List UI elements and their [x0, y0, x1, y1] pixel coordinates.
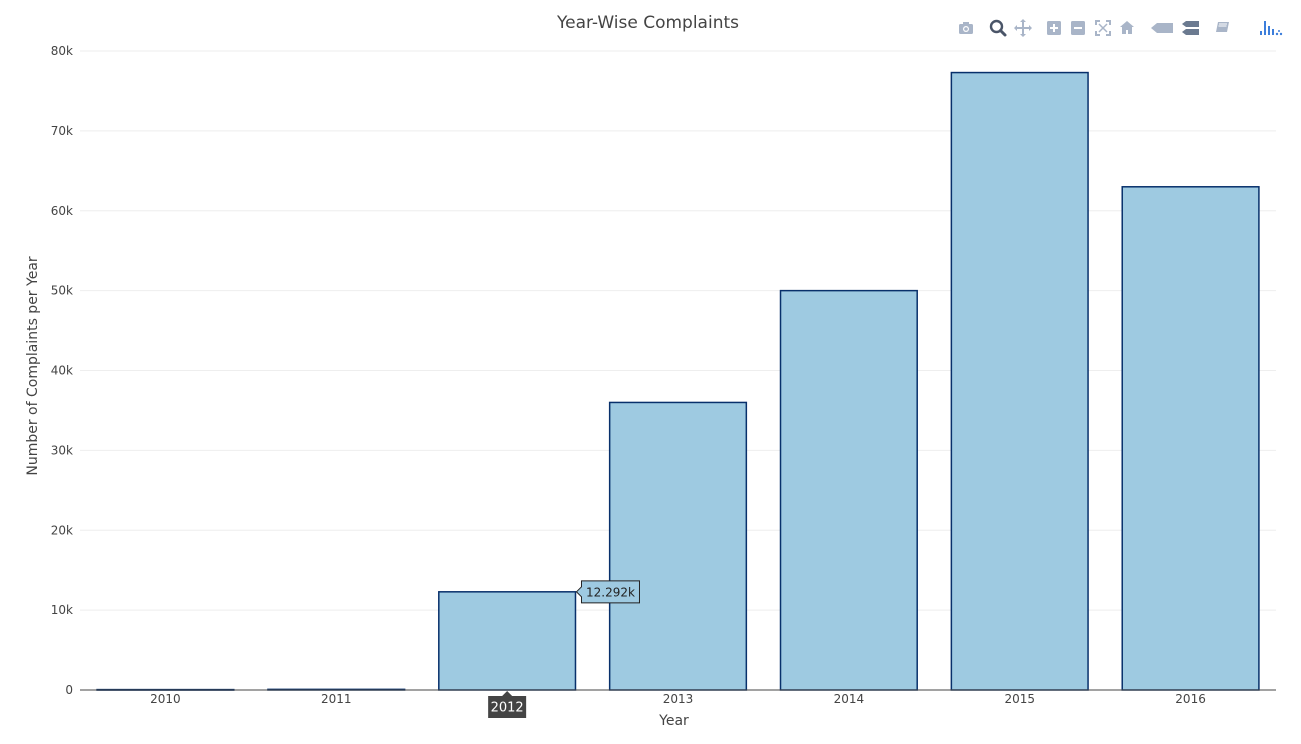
- bar-2012[interactable]: [438, 591, 577, 691]
- y-tick-label: 60k: [51, 204, 73, 218]
- x-tick-label: 2011: [321, 692, 352, 706]
- y-tick-label: 0: [65, 683, 73, 697]
- bars[interactable]: [96, 71, 1260, 691]
- chart-title: Year-Wise Complaints: [556, 13, 739, 33]
- y-tick-label: 40k: [51, 364, 73, 378]
- hover-value-box: [575, 580, 640, 604]
- closest-hover-icon[interactable]: [1211, 16, 1235, 40]
- x-tick-label: 2014: [834, 692, 865, 706]
- plotly-logo[interactable]: [1256, 16, 1284, 40]
- x-tick-label: 2016: [1175, 692, 1206, 706]
- camera-icon[interactable]: [954, 16, 978, 40]
- zoom-in-icon[interactable]: [1042, 16, 1066, 40]
- autoscale-icon[interactable]: [1091, 16, 1115, 40]
- pan-icon[interactable]: [1011, 16, 1035, 40]
- bar-2016[interactable]: [1121, 186, 1260, 691]
- y-tick-label: 30k: [51, 443, 73, 457]
- y-axis-ticks: 0 10k 20k 30k 40k 50k 60k 70k 80k: [51, 44, 73, 697]
- bar-2014[interactable]: [779, 289, 918, 691]
- x-tick-label: 2013: [663, 692, 694, 706]
- zoom-out-icon[interactable]: [1066, 16, 1090, 40]
- reset-axes-icon[interactable]: [1115, 16, 1139, 40]
- zoom-icon[interactable]: [986, 16, 1010, 40]
- x-axis-title: Year: [658, 713, 689, 729]
- x-axis-ticks: 2010 2011 2013 2014 2015 2016: [150, 692, 1206, 706]
- spike-lines-icon[interactable]: [1149, 16, 1173, 40]
- y-tick-label: 50k: [51, 284, 73, 298]
- bar-2015[interactable]: [950, 71, 1089, 691]
- y-tick-label: 80k: [51, 44, 73, 58]
- hover-tooltip: 12.292k 2012: [488, 580, 640, 718]
- hover-x-label: 2012: [491, 701, 524, 716]
- hover-value-label: 12.292k: [586, 585, 635, 599]
- hover-x-box: [488, 691, 527, 718]
- x-tick-label: 2010: [150, 692, 181, 706]
- bar-2013[interactable]: [608, 401, 748, 691]
- x-tick-label: 2015: [1004, 692, 1035, 706]
- y-tick-label: 10k: [51, 603, 73, 617]
- compare-hover-icon[interactable]: [1179, 16, 1203, 40]
- y-tick-label: 20k: [51, 523, 73, 537]
- y-tick-label: 70k: [51, 124, 73, 138]
- y-axis-title: Number of Complaints per Year: [25, 256, 41, 476]
